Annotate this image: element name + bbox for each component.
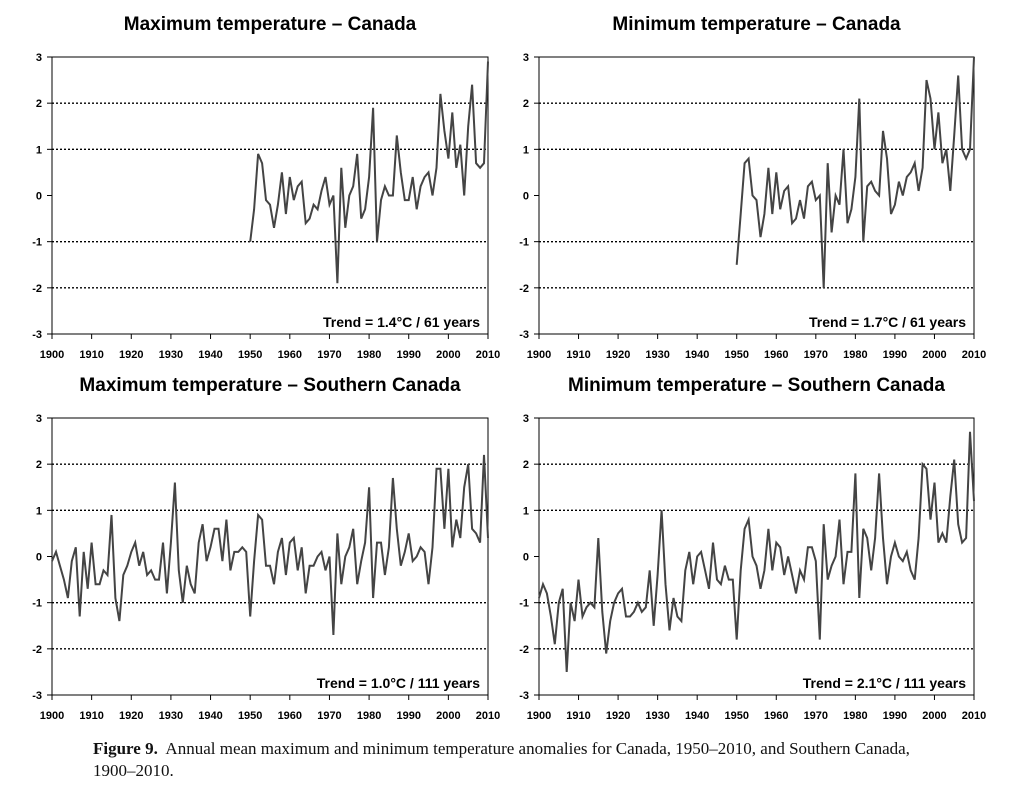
x-tick-label: 1930: [159, 349, 183, 361]
trend-annotation: Trend = 1.0°C / 111 years: [317, 675, 480, 691]
series-line: [51, 454, 489, 636]
x-tick-label: 2010: [962, 710, 986, 722]
chart-title: Maximum temperature – Canada: [124, 14, 417, 35]
x-tick-label: 2000: [922, 710, 946, 722]
y-tick-label: -2: [519, 644, 529, 656]
series-line: [538, 431, 975, 672]
y-tick-label: 3: [36, 52, 42, 64]
y-tick-label: 1: [523, 144, 529, 156]
x-tick-label: 2010: [476, 349, 500, 361]
x-tick-label: 1930: [159, 710, 183, 722]
x-tick-label: 1980: [357, 710, 381, 722]
y-tick-label: 0: [523, 191, 529, 203]
y-tick-label: 2: [36, 459, 42, 471]
y-tick-label: 1: [36, 505, 42, 517]
y-tick-label: -2: [32, 644, 42, 656]
x-tick-label: 1930: [645, 710, 669, 722]
trend-annotation: Trend = 2.1°C / 111 years: [803, 675, 966, 691]
x-tick-label: 1910: [566, 710, 590, 722]
x-tick-label: 1940: [685, 710, 709, 722]
x-tick-label: 1940: [198, 349, 222, 361]
y-tick-label: 2: [523, 459, 529, 471]
figure-label: Figure 9.: [93, 739, 158, 758]
y-tick-label: 2: [523, 98, 529, 110]
y-tick-label: 1: [36, 144, 42, 156]
x-tick-label: 1940: [198, 710, 222, 722]
plot-frame: [51, 56, 489, 335]
x-tick-label: 1930: [645, 349, 669, 361]
trend-annotation: Trend = 1.4°C / 61 years: [323, 314, 480, 330]
x-tick-label: 1920: [119, 710, 143, 722]
y-tick-label: 3: [523, 52, 529, 64]
x-tick-label: 1990: [396, 349, 420, 361]
x-tick-label: 2000: [922, 349, 946, 361]
x-tick-label: 1920: [119, 349, 143, 361]
x-tick-label: 1900: [40, 710, 64, 722]
y-tick-label: 0: [523, 552, 529, 564]
x-tick-label: 1910: [79, 349, 103, 361]
y-tick-label: 1: [523, 505, 529, 517]
x-tick-label: 1950: [724, 349, 748, 361]
chart-panel-1: Maximum temperature – Canada 3 2 1 0 -1 -2 -3 19…: [32, 14, 500, 361]
x-tick-label: 1980: [357, 349, 381, 361]
y-tick-label: -2: [32, 283, 42, 295]
x-tick-label: 1970: [317, 349, 341, 361]
x-tick-label: 2010: [476, 710, 500, 722]
plot-frame: [51, 417, 489, 696]
y-tick-label: -3: [32, 690, 42, 702]
plot-frame: [538, 56, 975, 335]
y-tick-label: -2: [519, 283, 529, 295]
x-tick-label: 1920: [606, 349, 630, 361]
caption-text: Annual mean maximum and minimum temperat…: [93, 739, 910, 780]
x-tick-label: 1900: [527, 710, 551, 722]
y-tick-label: -1: [32, 237, 42, 249]
x-tick-label: 1990: [396, 710, 420, 722]
x-tick-label: 1970: [317, 710, 341, 722]
x-tick-label: 1970: [804, 710, 828, 722]
y-tick-label: -1: [32, 598, 42, 610]
x-tick-label: 1920: [606, 710, 630, 722]
x-tick-label: 1910: [566, 349, 590, 361]
y-tick-label: -3: [519, 690, 529, 702]
x-tick-label: 1980: [843, 710, 867, 722]
y-tick-label: -3: [519, 329, 529, 341]
figure-caption: Figure 9. Annual mean maximum and minimu…: [93, 738, 953, 782]
x-tick-label: 1990: [883, 710, 907, 722]
x-tick-label: 1960: [278, 349, 302, 361]
y-tick-label: 3: [523, 413, 529, 425]
x-tick-label: 1910: [79, 710, 103, 722]
y-tick-label: -1: [519, 598, 529, 610]
y-tick-label: -1: [519, 237, 529, 249]
chart-panel-3: Maximum temperature – Southern Canada 3 2 1…: [32, 375, 500, 722]
chart-panel-2: Minimum temperature – Canada 3 2 1 0 -1 -2 -3 19…: [519, 14, 986, 361]
chart-title: Maximum temperature – Southern Canada: [79, 375, 461, 396]
x-tick-label: 1950: [724, 710, 748, 722]
x-tick-label: 1940: [685, 349, 709, 361]
trend-annotation: Trend = 1.7°C / 61 years: [809, 314, 966, 330]
x-tick-label: 1900: [40, 349, 64, 361]
x-tick-label: 1960: [764, 349, 788, 361]
x-tick-label: 1980: [843, 349, 867, 361]
chart-title: Minimum temperature – Southern Canada: [568, 375, 945, 396]
series-line: [735, 56, 975, 288]
chart-title: Minimum temperature – Canada: [612, 14, 901, 35]
y-tick-label: -3: [32, 329, 42, 341]
x-tick-label: 1990: [883, 349, 907, 361]
y-tick-label: 0: [36, 552, 42, 564]
x-tick-label: 1950: [238, 349, 262, 361]
y-tick-label: 3: [36, 413, 42, 425]
x-tick-label: 1950: [238, 710, 262, 722]
x-tick-label: 1970: [804, 349, 828, 361]
x-tick-label: 2000: [436, 710, 460, 722]
chart-panel-4: Minimum temperature – Southern Canada 3 2 1…: [519, 375, 986, 722]
x-tick-label: 2000: [436, 349, 460, 361]
series-line: [249, 61, 489, 284]
y-tick-label: 2: [36, 98, 42, 110]
x-tick-label: 1960: [764, 710, 788, 722]
x-tick-label: 2010: [962, 349, 986, 361]
x-tick-label: 1900: [527, 349, 551, 361]
x-tick-label: 1960: [278, 710, 302, 722]
y-tick-label: 0: [36, 191, 42, 203]
